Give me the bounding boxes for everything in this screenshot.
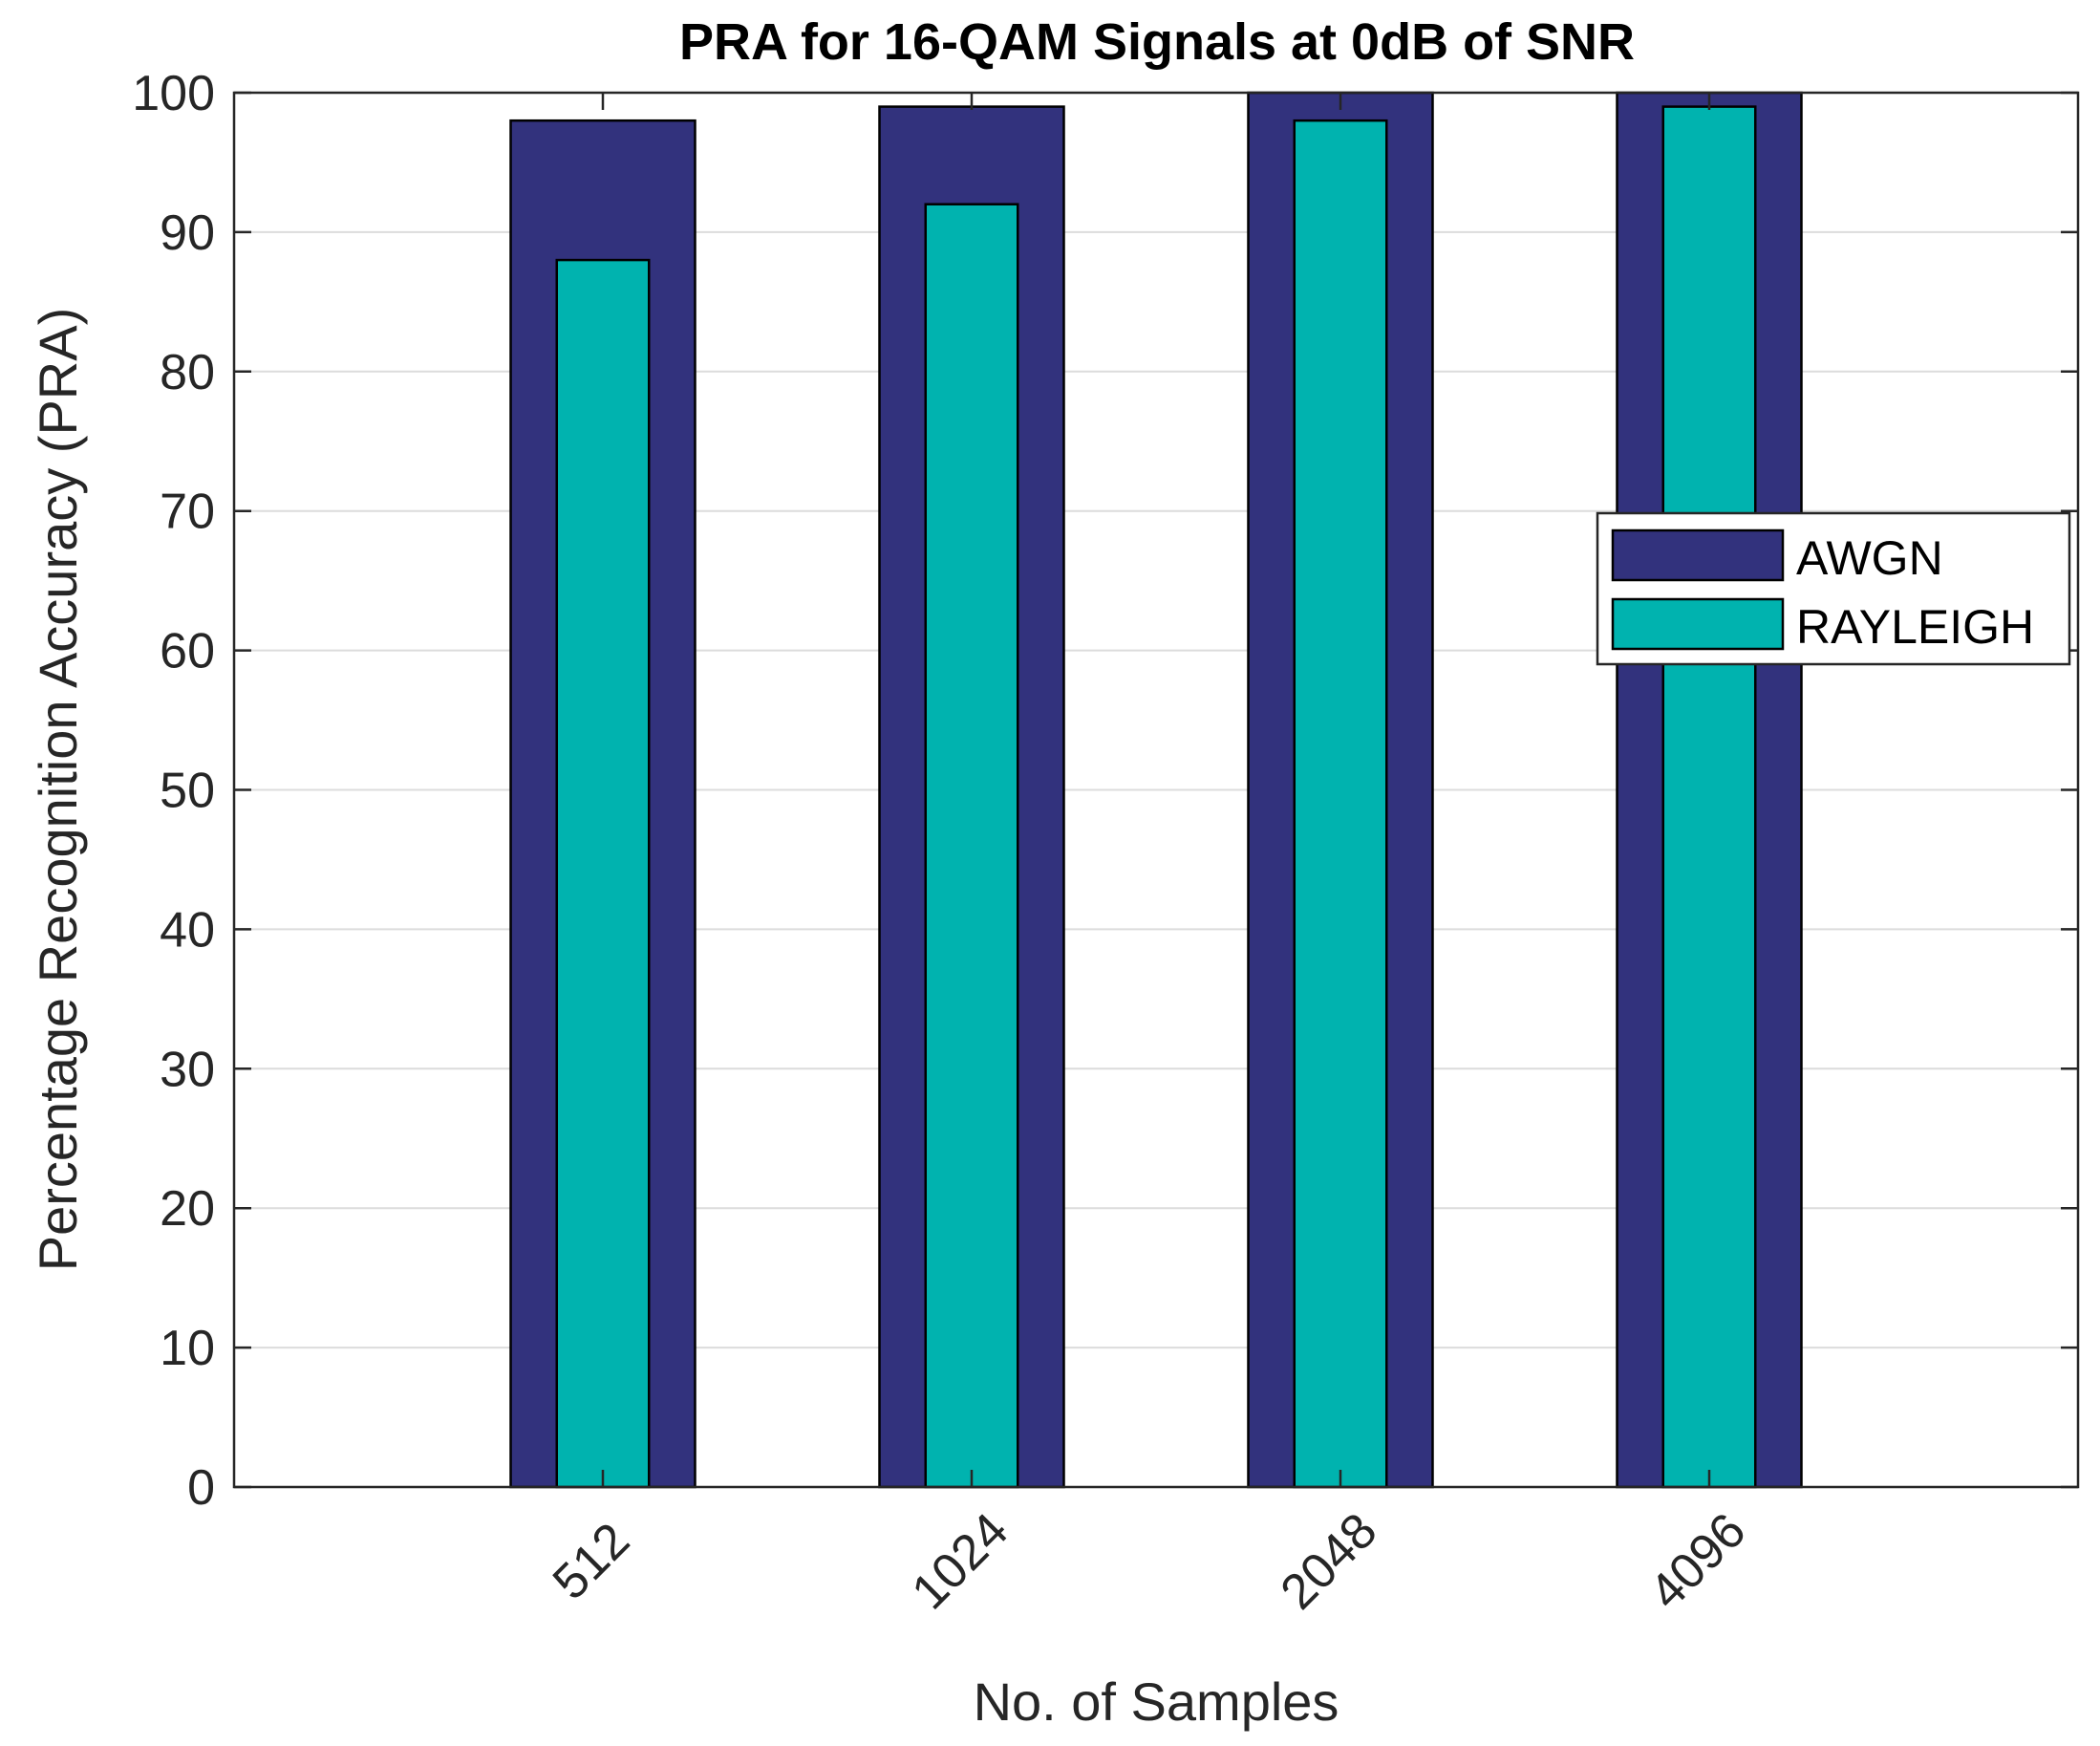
y-tick-label: 40 <box>160 902 215 958</box>
legend-label-awgn: AWGN <box>1796 531 1943 585</box>
bar-rayleigh-4096 <box>1661 105 1757 1489</box>
x-tick-labels: 512 1024 2048 4096 <box>543 1503 1757 1621</box>
y-tick-label: 10 <box>160 1321 215 1376</box>
y-tick-label: 0 <box>187 1460 215 1516</box>
bar-rayleigh-2048 <box>1293 119 1388 1489</box>
bar-rayleigh-512 <box>555 258 651 1489</box>
y-tick-label: 100 <box>132 66 215 121</box>
y-tick-labels: 0 10 20 30 40 50 60 70 80 90 100 <box>132 66 215 1516</box>
x-tick-label: 1024 <box>902 1503 1019 1621</box>
x-tick-label: 2048 <box>1271 1503 1388 1621</box>
legend-swatch-rayleigh <box>1611 597 1785 651</box>
legend: AWGN RAYLEIGH <box>1596 511 2071 666</box>
chart-title: PRA for 16-QAM Signals at 0dB of SNR <box>679 13 1635 71</box>
legend-swatch-awgn <box>1611 528 1785 582</box>
y-tick-label: 70 <box>160 485 215 540</box>
y-tick-label: 30 <box>160 1042 215 1097</box>
bars <box>509 91 1803 1489</box>
y-tick-label: 20 <box>160 1181 215 1237</box>
bar-rayleigh-1024 <box>924 203 1019 1489</box>
y-tick-label: 60 <box>160 624 215 679</box>
y-tick-label: 90 <box>160 205 215 261</box>
y-axis-label: Percentage Recognition Accuracy (PRA) <box>28 308 88 1272</box>
x-tick-label: 512 <box>543 1513 640 1610</box>
legend-label-rayleigh: RAYLEIGH <box>1796 600 2034 654</box>
x-axis-label: No. of Samples <box>974 1671 1339 1732</box>
y-tick-label: 50 <box>160 764 215 819</box>
x-tick-label: 4096 <box>1639 1503 1757 1621</box>
y-tick-label: 80 <box>160 345 215 400</box>
